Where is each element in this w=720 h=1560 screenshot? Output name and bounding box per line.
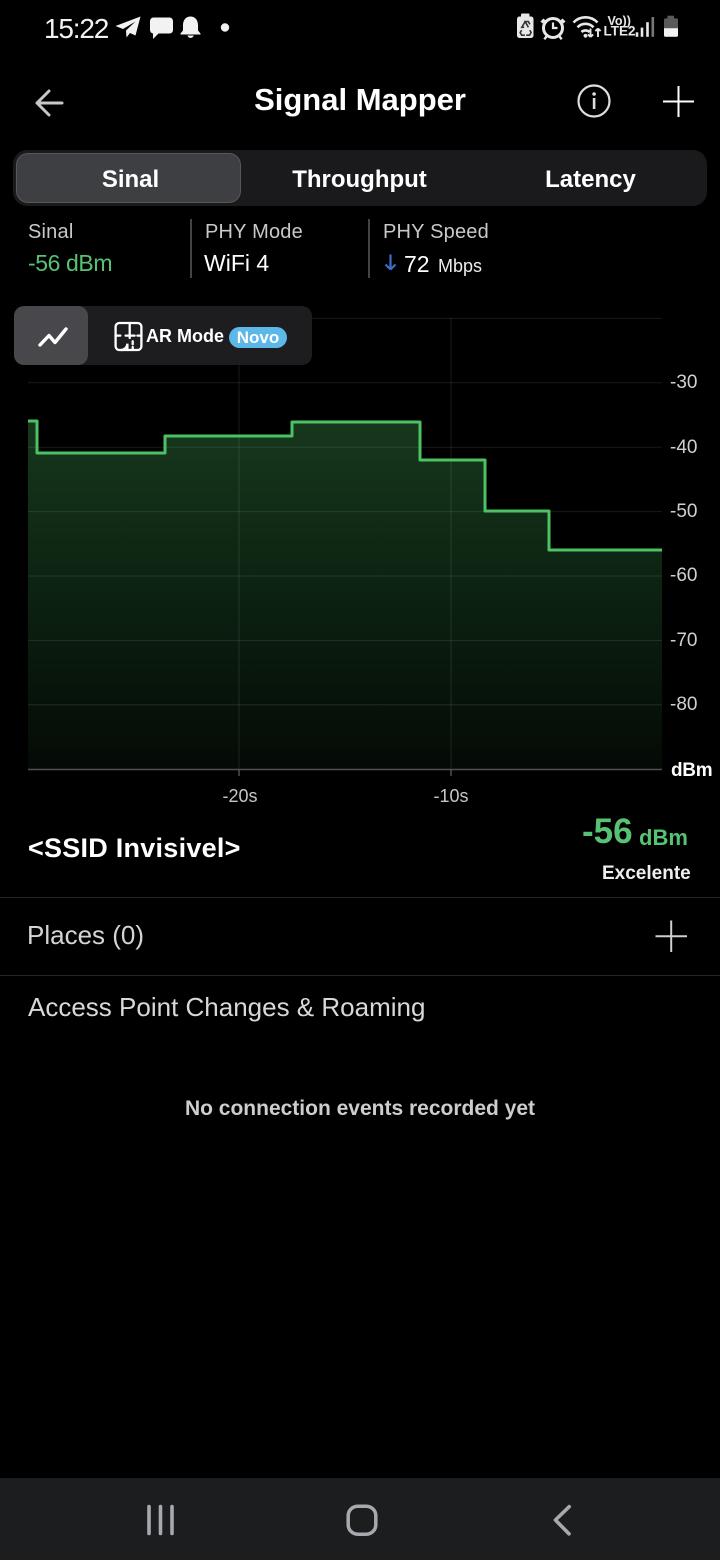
svg-text:LTE2: LTE2 — [604, 24, 636, 39]
svg-text:Vo)): Vo)) — [608, 14, 631, 28]
